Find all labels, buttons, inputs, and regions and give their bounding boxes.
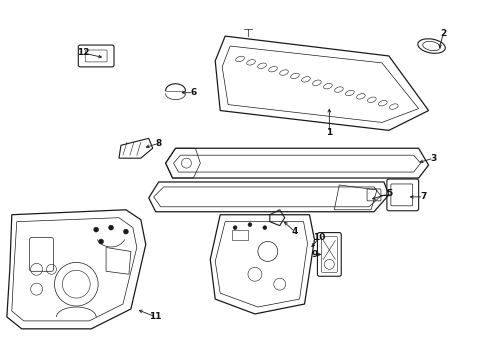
Text: 3: 3: [429, 154, 436, 163]
Circle shape: [263, 226, 266, 230]
Text: 10: 10: [313, 233, 325, 242]
Text: 1: 1: [325, 128, 332, 137]
Circle shape: [108, 225, 113, 230]
Text: 8: 8: [155, 139, 162, 148]
Circle shape: [94, 227, 99, 232]
Text: 4: 4: [291, 227, 297, 236]
Text: 7: 7: [420, 192, 426, 201]
Circle shape: [233, 226, 237, 230]
Bar: [232, 230, 247, 239]
Circle shape: [247, 223, 251, 227]
Text: 6: 6: [190, 88, 196, 97]
Text: 9: 9: [311, 250, 317, 259]
Text: 12: 12: [77, 49, 89, 58]
Circle shape: [123, 229, 128, 234]
Text: 5: 5: [385, 189, 391, 198]
Text: 2: 2: [439, 29, 446, 38]
Circle shape: [99, 239, 103, 244]
Text: 11: 11: [149, 312, 162, 321]
